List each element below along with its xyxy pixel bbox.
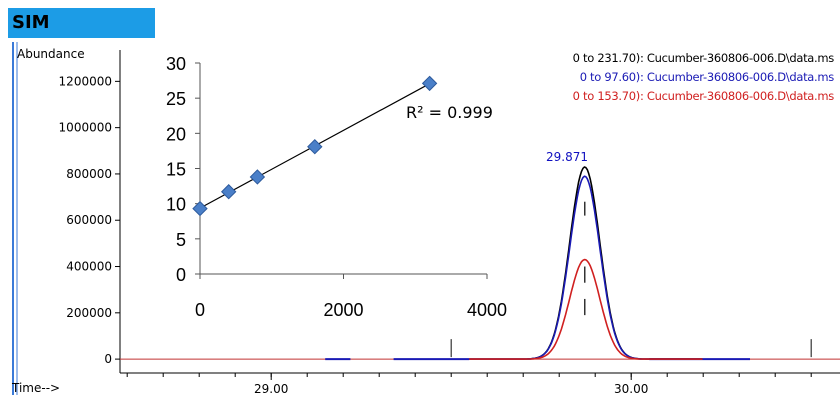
data-point	[220, 184, 237, 200]
inset-y-tick-label: 5	[176, 230, 186, 250]
x-tick-label: 30.00	[614, 382, 648, 395]
inset-x-tick-label: 0	[195, 300, 205, 320]
calibration-inset: 0 5 10 15 20 25 30 0 2000 4000	[140, 45, 512, 330]
inset-y-tick-label: 15	[166, 160, 186, 180]
sim-badge: SIM	[8, 8, 155, 38]
inset-y-tick-label: 30	[166, 54, 186, 74]
peak-label: 29.871	[546, 150, 588, 164]
peak-markers	[450, 201, 812, 358]
calibration-chart: 0 5 10 15 20 25 30 0 2000 4000	[166, 54, 507, 320]
inset-points	[192, 75, 438, 217]
y-tick-label: 200000	[66, 306, 112, 320]
y-tick-label: 1200000	[59, 74, 112, 88]
legend-entry-3: 0 to 153.70): Cucumber-360806-006.D\data…	[572, 89, 835, 103]
y-tick-label: 400000	[66, 260, 112, 274]
data-point	[249, 169, 266, 185]
y-tick-label: 1000000	[59, 121, 112, 135]
inset-y-tick-label: 25	[166, 89, 186, 109]
y-tick-label: 800000	[66, 167, 112, 181]
data-point	[421, 75, 438, 92]
y-axis: 0 200000 400000 600000 800000 1000000 1200000	[59, 50, 121, 373]
series-line-3	[469, 258, 703, 360]
legend-entry-1: 0 to 231.70): Cucumber-360806-006.D\data…	[572, 51, 835, 65]
inset-y-tick-label: 0	[176, 265, 186, 285]
y-tick-label: 0	[104, 352, 112, 366]
x-tick-label: 29.00	[254, 382, 288, 395]
inset-axes: 0 5 10 15 20 25 30 0 2000 4000	[166, 54, 507, 320]
inset-y-tick-label: 20	[166, 124, 186, 144]
y-tick-label: 600000	[66, 213, 112, 227]
inset-x-tick-label: 4000	[467, 300, 507, 320]
series-group	[469, 166, 703, 360]
y-axis-label: Abundance	[17, 47, 85, 61]
data-point	[192, 200, 208, 217]
inset-x-tick-label: 2000	[323, 300, 363, 320]
x-axis-label: Time-->	[12, 381, 61, 395]
data-point	[307, 138, 323, 155]
r-squared-annotation: R² = 0.999	[406, 103, 493, 122]
inset-y-tick-label: 10	[166, 195, 186, 215]
x-axis: 29.00 30.00	[120, 372, 840, 395]
legend-entry-2: 0 to 97.60): Cucumber-360806-006.D\data.…	[579, 70, 835, 84]
